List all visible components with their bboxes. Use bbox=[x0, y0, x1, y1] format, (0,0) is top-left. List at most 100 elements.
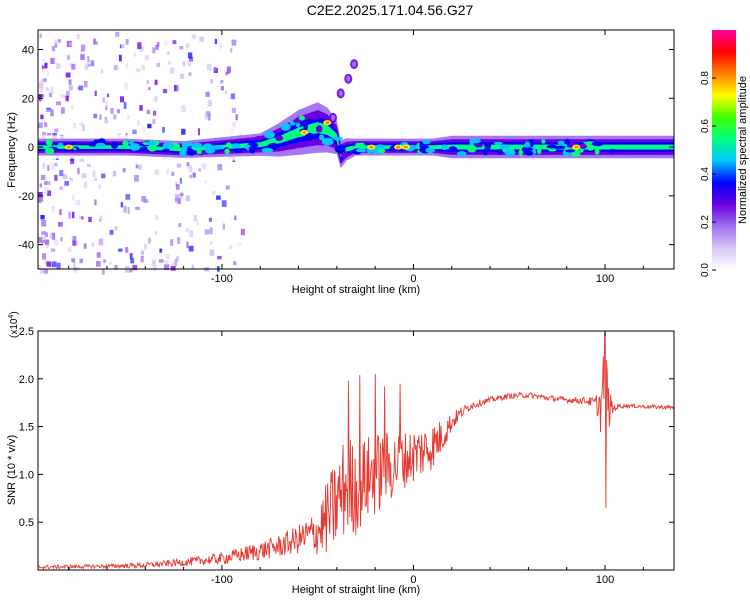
spectral-blob bbox=[505, 148, 516, 157]
strong-spot-core bbox=[574, 145, 579, 149]
strong-spot-core bbox=[325, 121, 330, 124]
noise-cell bbox=[88, 216, 92, 223]
noise-cell bbox=[148, 87, 151, 91]
noise-cell bbox=[42, 45, 45, 51]
spectral-blob bbox=[466, 145, 477, 153]
noise-cell bbox=[65, 72, 71, 78]
noise-cell bbox=[159, 248, 163, 253]
spectral-blob bbox=[499, 144, 510, 149]
noise-cell bbox=[183, 83, 188, 91]
noise-cell bbox=[68, 79, 72, 85]
colorbar-ticks: 0.0 0.2 0.4 0.6 0.8 bbox=[700, 71, 716, 277]
spectrogram-ylabel: Frequency (Hz) bbox=[6, 112, 18, 188]
noise-cell bbox=[125, 194, 131, 200]
noise-cell bbox=[87, 63, 91, 67]
noise-cell bbox=[114, 64, 120, 71]
noise-cell bbox=[180, 192, 184, 197]
spectral-blob bbox=[249, 145, 256, 154]
spectral-blob bbox=[469, 138, 474, 144]
noise-cell bbox=[46, 261, 52, 267]
noise-cell bbox=[144, 243, 147, 251]
noise-cell bbox=[39, 183, 43, 188]
noise-cell bbox=[41, 219, 47, 227]
noise-cell bbox=[39, 33, 42, 38]
noise-cell bbox=[123, 206, 127, 213]
noise-cell bbox=[38, 122, 43, 129]
noise-cell bbox=[154, 231, 158, 236]
noise-cell bbox=[135, 104, 140, 110]
noise-cell bbox=[39, 83, 44, 89]
noise-cell bbox=[71, 63, 76, 70]
noise-cell bbox=[148, 237, 151, 244]
noise-cell bbox=[81, 63, 87, 68]
spectral-blob bbox=[45, 147, 55, 155]
noise-cell bbox=[67, 55, 70, 60]
noise-cell bbox=[158, 259, 164, 263]
noise-cell bbox=[38, 264, 41, 270]
noise-cell bbox=[222, 231, 226, 236]
spectral-blob bbox=[254, 136, 264, 141]
noise-cell bbox=[73, 266, 78, 273]
noise-cell bbox=[152, 119, 156, 124]
noise-cell bbox=[170, 67, 175, 74]
spectral-blob bbox=[280, 123, 291, 131]
noise-cell bbox=[42, 225, 46, 232]
spectral-blob bbox=[261, 147, 274, 153]
noise-cell bbox=[189, 165, 193, 173]
noise-cell bbox=[121, 43, 125, 51]
spectral-blob bbox=[187, 149, 196, 156]
noise-cell bbox=[227, 119, 232, 126]
spectral-blob bbox=[231, 143, 241, 149]
noise-cell bbox=[216, 195, 221, 200]
spectral-blob bbox=[57, 142, 64, 147]
noise-cell bbox=[40, 174, 46, 180]
noise-cell bbox=[42, 253, 47, 260]
spectral-blob bbox=[557, 140, 565, 145]
spectral-blob bbox=[421, 140, 431, 145]
noise-cell bbox=[38, 94, 44, 98]
spectral-blob bbox=[196, 149, 202, 155]
noise-cell bbox=[193, 214, 198, 221]
noise-cell bbox=[237, 242, 242, 247]
noise-cell bbox=[43, 268, 49, 274]
noise-cell bbox=[174, 85, 179, 92]
noise-cell bbox=[234, 215, 237, 221]
noise-cell bbox=[87, 163, 91, 167]
noise-cell bbox=[109, 229, 114, 235]
spectral-blob bbox=[524, 141, 531, 149]
noise-cell bbox=[204, 229, 210, 235]
noise-cell bbox=[50, 109, 54, 117]
noise-cell bbox=[182, 239, 187, 246]
spectral-blob bbox=[595, 145, 603, 150]
noise-cell bbox=[114, 226, 118, 231]
noise-cell bbox=[44, 62, 48, 69]
noise-cell bbox=[68, 85, 73, 91]
noise-cell bbox=[176, 184, 180, 190]
noise-cell bbox=[45, 87, 50, 92]
spectral-blob bbox=[485, 142, 491, 150]
noise-cell bbox=[137, 120, 140, 126]
snr-ytick-label: 2.0 bbox=[19, 374, 34, 386]
noise-cell bbox=[80, 54, 85, 60]
noise-cell bbox=[71, 258, 76, 263]
noise-cell bbox=[88, 59, 93, 65]
spectral-blob bbox=[95, 142, 106, 148]
spectral-blob bbox=[129, 140, 134, 145]
snr-xtick-label: 100 bbox=[596, 574, 614, 586]
noise-cell bbox=[44, 69, 48, 77]
noise-cell bbox=[151, 259, 156, 266]
noise-cell bbox=[98, 184, 101, 189]
noise-cell bbox=[170, 266, 176, 271]
noise-cell bbox=[228, 245, 233, 250]
noise-cell bbox=[43, 181, 48, 185]
noise-cell bbox=[76, 34, 80, 40]
spec-ytick-label: 20 bbox=[22, 93, 34, 105]
snr-multiplier-exp: 4 bbox=[8, 315, 15, 319]
noise-cell bbox=[44, 232, 48, 238]
noise-cell bbox=[71, 195, 75, 201]
noise-cell bbox=[41, 240, 46, 244]
snr-series-line bbox=[37, 330, 674, 570]
noise-cell bbox=[207, 100, 212, 107]
noise-cell bbox=[44, 78, 47, 82]
